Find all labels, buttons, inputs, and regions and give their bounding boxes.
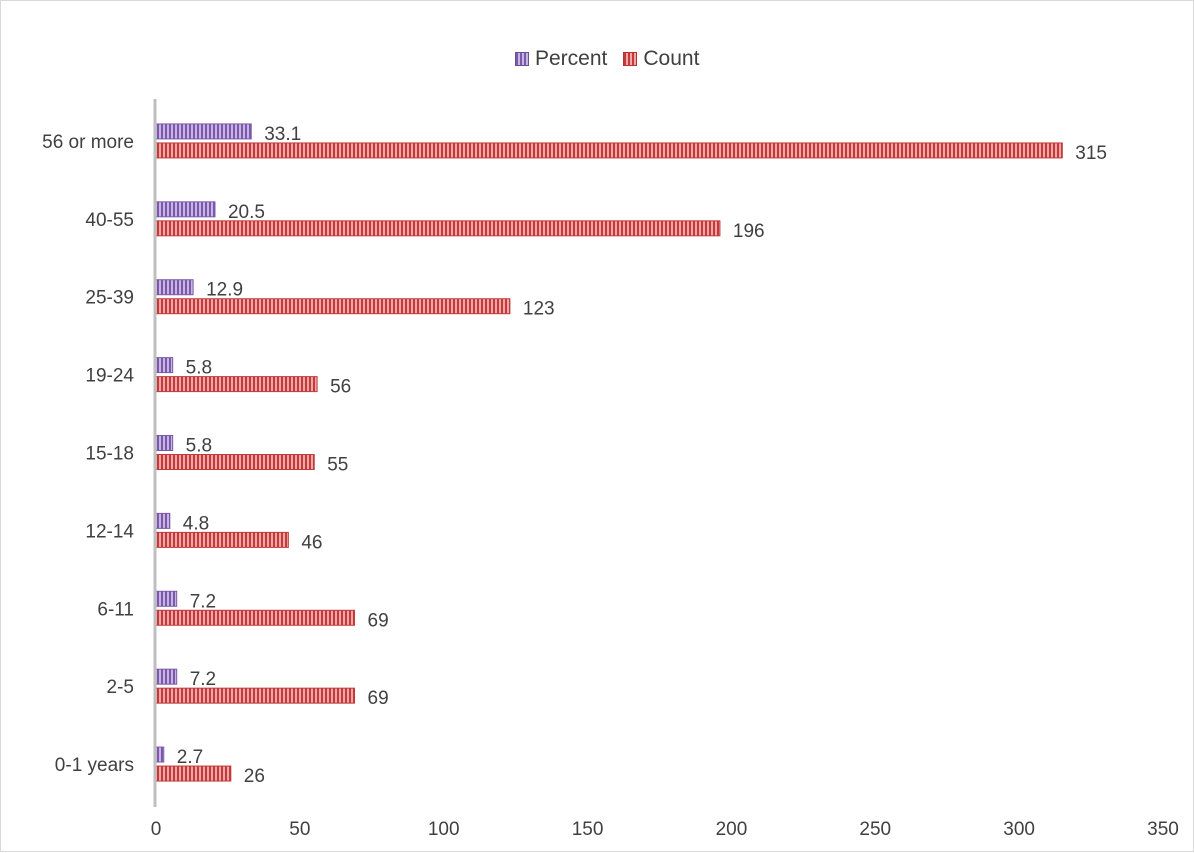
bar-percent-56-or-more [155,123,252,140]
x-tick-label-100: 100 [428,819,460,840]
data-label-count-2-5: 69 [368,688,389,709]
data-label-percent-56-or-more: 33.1 [264,124,301,145]
data-label-count-0-1-years: 26 [244,766,265,787]
data-label-count-56-or-more: 315 [1075,143,1107,164]
x-tick-label-200: 200 [716,819,748,840]
bar-percent-0-1-years [155,746,165,763]
category-label-25-39: 25-39 [85,288,134,309]
category-label-15-18: 15-18 [85,444,134,465]
data-label-percent-2-5: 7.2 [190,669,216,690]
bar-percent-19-24 [155,357,174,374]
data-label-percent-19-24: 5.8 [186,358,212,379]
legend: Percent Count [515,45,715,73]
data-label-count-19-24: 56 [330,377,351,398]
category-label-2-5: 2-5 [107,677,134,698]
category-labels-group: 0-1 years 2-5 6-11 12-14 15-18 19-24 25-39 40-5… [42,132,134,776]
bar-percent-15-18 [155,435,174,451]
bar-percent-25-39 [155,279,194,296]
x-tick-label-250: 250 [859,819,891,840]
bar-count-40-55 [155,220,721,237]
data-label-percent-12-14: 4.8 [183,513,209,534]
x-tick-label-50: 50 [289,819,310,840]
data-label-percent-6-11: 7.2 [190,591,216,612]
bar-count-12-14 [155,531,289,548]
x-tick-label-150: 150 [572,819,604,840]
legend-item-count: Count [623,47,699,71]
data-label-count-40-55: 196 [733,221,765,242]
bar-count-19-24 [155,376,318,393]
data-label-percent-25-39: 12.9 [206,280,243,301]
legend-swatch-count [623,52,638,66]
legend-item-percent: Percent [515,47,607,71]
bar-count-2-5 [155,687,356,704]
data-label-count-15-18: 55 [327,455,348,476]
x-tick-label-0: 0 [151,819,162,840]
bar-percent-40-55 [155,201,216,218]
x-tick-labels-group: 0 50 100 150 200 250 300 350 [151,819,1179,840]
bar-count-56-or-more [155,142,1063,159]
category-label-19-24: 19-24 [85,366,134,387]
data-label-percent-15-18: 5.8 [186,436,212,457]
legend-label-count: Count [643,47,700,70]
category-label-0-1-years: 0-1 years [55,755,134,776]
bar-percent-12-14 [155,512,171,529]
bar-percent-6-11 [155,590,178,607]
x-tick-label-300: 300 [1003,819,1035,840]
data-label-count-12-14: 46 [301,532,322,553]
bar-percent-2-5 [155,668,178,685]
legend-label-percent: Percent [535,47,608,70]
bars-group [155,123,1063,782]
data-labels-group: 2.7 26 7.2 69 7.2 69 4.8 46 5.8 55 5.8 56 12.9 123 20.… [177,124,1107,787]
data-label-count-6-11: 69 [368,610,389,631]
bar-count-6-11 [155,609,356,626]
category-label-12-14: 12-14 [85,521,134,542]
legend-swatch-percent [515,52,529,66]
data-label-count-25-39: 123 [523,299,555,320]
data-label-percent-0-1-years: 2.7 [177,747,203,768]
category-label-56-or-more: 56 or more [42,132,134,153]
bar-count-0-1-years [155,765,232,782]
category-label-40-55: 40-55 [85,210,134,231]
bar-count-25-39 [155,298,511,315]
bar-count-15-18 [155,454,315,470]
category-label-6-11: 6-11 [97,599,134,620]
data-label-percent-40-55: 20.5 [228,202,265,223]
x-tick-label-350: 350 [1147,819,1179,840]
